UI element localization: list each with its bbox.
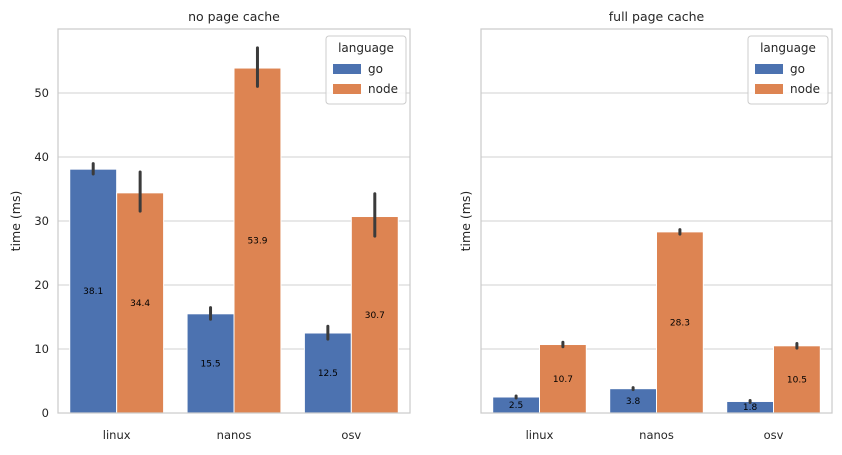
- plot-frame: [480, 28, 833, 414]
- legend: language go node: [325, 35, 407, 105]
- data-label: 15.5: [201, 359, 221, 369]
- bar-go-nanos: [609, 388, 658, 414]
- plot-frame: [57, 28, 411, 414]
- legend-title: language: [760, 41, 816, 55]
- panel-2: 2.5 3.8 1.8 10.7 28.3 10.5 linux nanos osv full p…: [458, 9, 833, 442]
- y-tick-label: 30: [34, 214, 49, 228]
- bar-node-nanos: [656, 231, 704, 414]
- x-tick-label: linux: [103, 428, 131, 442]
- x-tick-label: osv: [764, 428, 784, 442]
- legend-title: language: [338, 41, 394, 55]
- bar-go-osv: [303, 332, 352, 414]
- legend-swatch-go: [755, 64, 783, 74]
- bar-node-osv: [350, 216, 399, 414]
- bar-node-linux: [539, 344, 587, 414]
- legend-swatch-go: [333, 64, 361, 74]
- y-tick-label: 10: [34, 342, 49, 356]
- panel-1: 0 10 20 30 40 50 38.1 15.5 12.5 34.4 53.9 30.7 linux…: [8, 9, 411, 442]
- y-tick-label: 50: [34, 86, 49, 100]
- legend-label-node: node: [368, 82, 398, 96]
- data-label: 28.3: [670, 318, 690, 328]
- x-tick-label: linux: [526, 428, 554, 442]
- x-tick-label: osv: [341, 428, 361, 442]
- data-label: 30.7: [365, 311, 385, 321]
- data-label: 38.1: [83, 287, 103, 297]
- y-axis-label: time (ms): [458, 191, 473, 252]
- y-tick-label: 40: [34, 150, 49, 164]
- legend-label-go: go: [368, 62, 383, 76]
- bar-node-linux: [116, 192, 165, 414]
- data-label: 53.9: [247, 237, 267, 247]
- legend-swatch-node: [755, 84, 783, 94]
- data-label: 10.5: [787, 375, 807, 385]
- x-tick-label: nanos: [639, 428, 674, 442]
- legend-swatch-node: [333, 84, 361, 94]
- panel-title: no page cache: [188, 9, 280, 24]
- y-tick-label: 0: [42, 406, 49, 420]
- data-label: 2.5: [509, 401, 523, 411]
- legend-label-node: node: [790, 82, 820, 96]
- y-axis-label: time (ms): [8, 191, 23, 252]
- bar-node-osv: [773, 345, 821, 414]
- panel-title: full page cache: [609, 9, 705, 24]
- x-tick-label: nanos: [217, 428, 252, 442]
- data-label: 12.5: [318, 369, 338, 379]
- y-tick-label: 20: [34, 278, 49, 292]
- legend: language go node: [747, 35, 829, 105]
- legend-label-go: go: [790, 62, 805, 76]
- data-label: 34.4: [130, 299, 150, 309]
- data-label: 1.8: [743, 403, 758, 413]
- bar-go-linux: [69, 168, 118, 414]
- data-label: 10.7: [553, 375, 573, 385]
- data-label: 3.8: [626, 397, 641, 407]
